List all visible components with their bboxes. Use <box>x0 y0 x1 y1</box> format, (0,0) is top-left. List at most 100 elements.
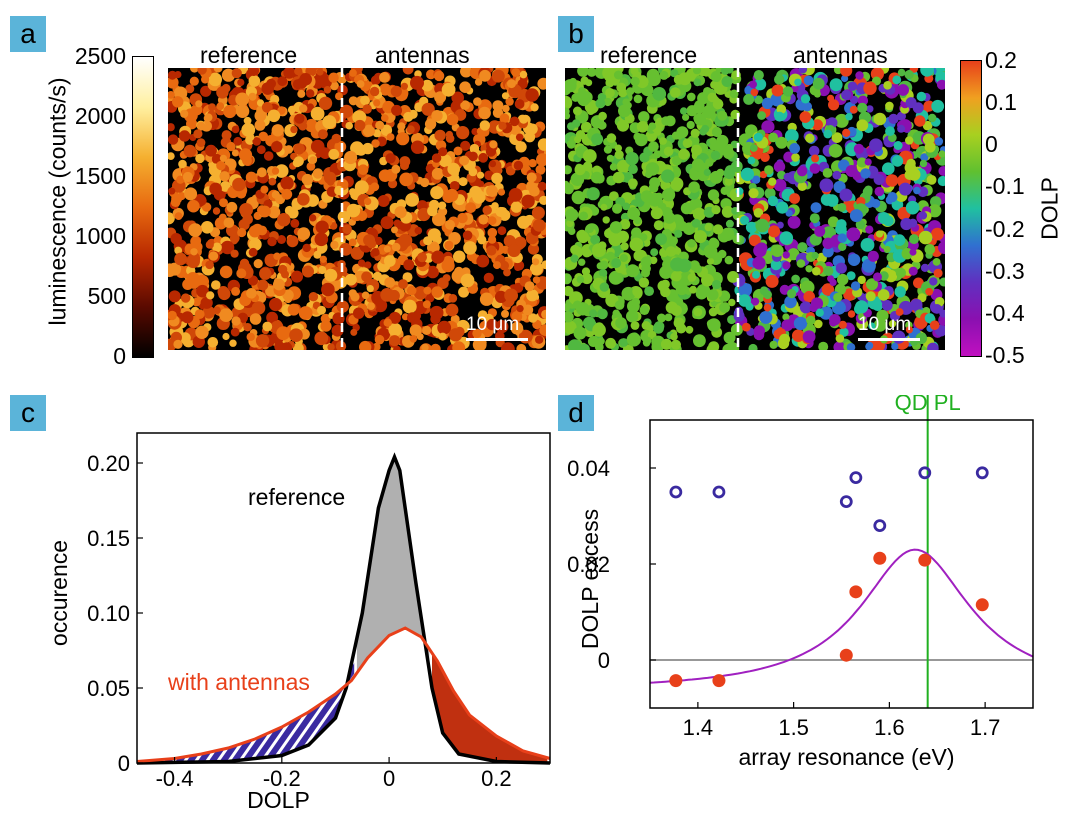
x-tick-label-d: 1.7 <box>970 715 1001 740</box>
map-spot <box>219 308 233 322</box>
map-spot <box>389 311 401 324</box>
map-spot <box>868 322 876 330</box>
map-spot <box>905 326 913 334</box>
map-spot <box>648 122 656 130</box>
map-spot <box>860 168 871 179</box>
map-spot <box>462 230 473 241</box>
map-spot <box>929 277 938 286</box>
map-spot <box>178 159 187 169</box>
map-spot <box>205 240 214 249</box>
map-spot <box>495 320 509 334</box>
map-spot <box>876 309 889 322</box>
map-spot <box>828 99 840 111</box>
map-spot <box>237 78 245 86</box>
map-spot <box>269 297 283 312</box>
map-spot <box>671 339 681 350</box>
open-circle-point <box>839 495 853 508</box>
map-spot <box>290 218 300 228</box>
map-spot <box>420 177 430 188</box>
map-spot <box>459 81 471 93</box>
map-spot <box>482 205 492 215</box>
map-spot <box>359 340 372 350</box>
map-spot <box>905 97 917 109</box>
map-spot <box>768 225 781 238</box>
map-spot <box>196 284 209 298</box>
plot-frame-d <box>649 419 1034 709</box>
map-spot <box>808 145 820 157</box>
map-spot <box>811 119 823 131</box>
map-spot <box>840 68 853 77</box>
map-spot <box>866 105 874 113</box>
map-spot <box>230 327 240 337</box>
map-spot <box>530 103 539 112</box>
map-spot <box>710 71 722 82</box>
map-spot <box>217 286 230 298</box>
map-spot <box>372 271 383 281</box>
map-spot <box>451 91 465 105</box>
map-spot <box>205 144 217 157</box>
map-spot <box>841 89 852 101</box>
map-spot <box>178 130 191 142</box>
map-spot <box>565 180 570 189</box>
map-spot <box>572 300 582 310</box>
map-spot <box>487 227 498 238</box>
map-spot <box>602 216 610 224</box>
map-spot <box>754 78 767 91</box>
map-spot <box>237 227 247 238</box>
map-spot <box>297 227 311 241</box>
map-spot <box>818 341 829 350</box>
map-spot <box>371 139 380 148</box>
map-spot <box>172 96 184 108</box>
map-spot <box>923 100 935 112</box>
map-spot <box>928 204 942 218</box>
map-spot <box>216 102 225 111</box>
map-spot <box>277 235 286 244</box>
map-spot <box>424 292 435 303</box>
map-spot <box>897 124 906 133</box>
map-spot <box>380 216 394 230</box>
with-antennas-line <box>136 626 551 763</box>
map-spot <box>287 207 299 219</box>
map-spot <box>783 151 795 163</box>
map-spot <box>489 140 498 149</box>
map-spot <box>348 289 357 298</box>
map-spot <box>770 92 785 107</box>
map-spot <box>680 107 688 115</box>
map-spot <box>653 220 664 231</box>
map-spot <box>836 219 847 230</box>
map-spot <box>468 167 478 177</box>
map-spot <box>513 160 524 171</box>
map-spot <box>527 243 540 255</box>
map-spot <box>711 205 721 215</box>
colorbar-b-tick: -0.3 <box>985 257 1025 284</box>
map-spot <box>670 69 679 78</box>
map-spot <box>660 338 673 350</box>
map-spot <box>507 79 516 89</box>
map-spot <box>750 88 759 97</box>
map-spot <box>927 342 939 350</box>
map-spot <box>757 111 766 120</box>
map-spot <box>486 318 498 331</box>
map-spot <box>292 158 302 168</box>
map-spot <box>931 227 944 241</box>
map-spot <box>936 79 945 90</box>
map-spot <box>891 155 904 167</box>
map-spot <box>873 272 882 282</box>
map-spot <box>711 126 722 138</box>
map-spot <box>248 68 260 76</box>
map-spot <box>409 324 422 337</box>
map-spot <box>267 109 281 123</box>
map-spot <box>291 270 303 283</box>
map-spot <box>174 252 187 266</box>
map-spot <box>277 213 291 227</box>
map-spot <box>459 155 470 166</box>
map-spot <box>349 69 357 77</box>
map-spot <box>779 231 794 245</box>
map-spot <box>539 195 546 205</box>
x-tick-label-c: -0.4 <box>156 766 194 791</box>
map-spot <box>579 211 589 221</box>
map-spot <box>910 298 923 312</box>
map-spot <box>474 78 483 86</box>
map-spot <box>883 81 892 90</box>
map-spot <box>431 153 442 163</box>
